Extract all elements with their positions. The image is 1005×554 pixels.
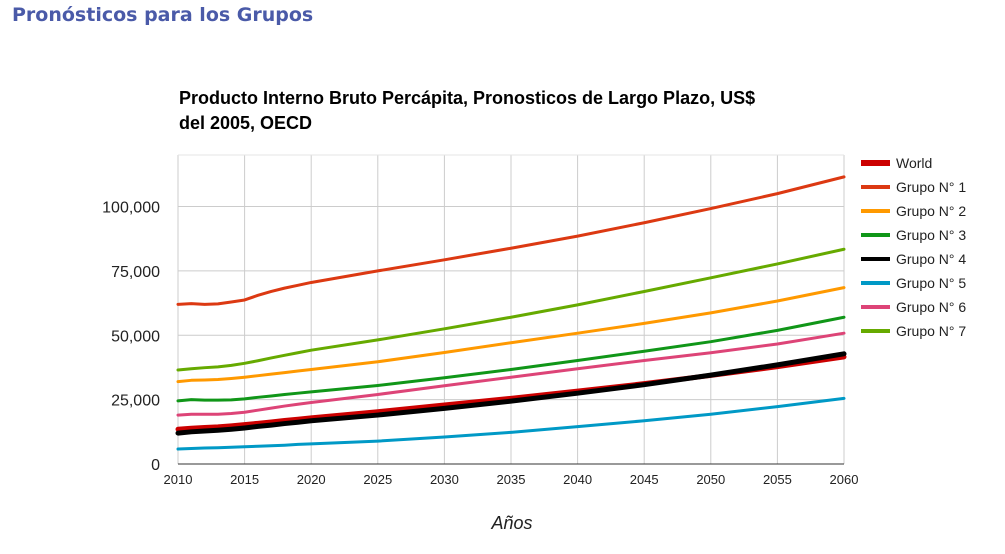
chart-title: Producto Interno Bruto Percápita, Pronos… <box>179 88 755 133</box>
legend-swatch <box>861 185 890 189</box>
legend-swatch <box>861 257 890 261</box>
y-axis-ticks: 0 25,000 50,000 75,000 100,000 <box>102 200 160 475</box>
series-line-grupo-n-5 <box>176 396 846 451</box>
legend-swatch <box>861 305 890 309</box>
y-tick-label: 0 <box>151 457 160 474</box>
legend-label: Grupo N° 4 <box>896 251 966 267</box>
legend-label: Grupo N° 7 <box>896 323 966 339</box>
x-axis-title: Años <box>490 513 532 533</box>
y-tick-label: 100,000 <box>102 200 160 217</box>
x-tick-label: 2020 <box>297 472 326 487</box>
x-tick-label: 2010 <box>164 472 193 487</box>
x-tick-label: 2045 <box>630 472 659 487</box>
chart-series <box>175 175 847 451</box>
legend-label: Grupo N° 6 <box>896 299 966 315</box>
chart-gridlines <box>177 154 845 465</box>
legend-swatch <box>861 329 890 333</box>
series-line-grupo-n-4 <box>175 351 847 436</box>
x-tick-label: 2025 <box>363 472 392 487</box>
legend-swatch <box>861 209 890 213</box>
series-line-grupo-n-7 <box>176 247 846 372</box>
legend-label: Grupo N° 3 <box>896 227 966 243</box>
y-tick-label: 50,000 <box>111 328 160 345</box>
series-line-grupo-n-6 <box>176 331 846 417</box>
x-tick-label: 2040 <box>563 472 592 487</box>
x-tick-label: 2055 <box>763 472 792 487</box>
series-line-grupo-n-2 <box>176 286 846 384</box>
y-tick-label: 25,000 <box>111 393 160 410</box>
legend-label: Grupo N° 2 <box>896 203 966 219</box>
x-tick-label: 2050 <box>696 472 725 487</box>
series-line-grupo-n-3 <box>176 315 846 403</box>
legend-label: Grupo N° 5 <box>896 275 966 291</box>
legend-label: Grupo N° 1 <box>896 179 966 195</box>
legend-swatch <box>861 281 890 285</box>
page-heading: Pronósticos para los Grupos <box>12 4 314 26</box>
series-line-grupo-n-1 <box>176 175 846 306</box>
legend-swatch <box>861 160 890 166</box>
chart-title-line: Producto Interno Bruto Percápita, Pronos… <box>179 88 755 108</box>
x-tick-label: 2015 <box>230 472 259 487</box>
x-tick-label: 2030 <box>430 472 459 487</box>
x-tick-label: 2035 <box>497 472 526 487</box>
x-tick-label: 2060 <box>830 472 859 487</box>
legend-label: World <box>896 155 932 171</box>
x-axis-ticks: 2010 2015 2020 2025 2030 2035 2040 2045 2050 2055… <box>164 472 859 487</box>
chart-legend: World Grupo N° 1 Grupo N° 2 Grupo N° 3 Grupo… <box>861 155 966 339</box>
chart-title-line: del 2005, OECD <box>179 113 312 133</box>
y-tick-label: 75,000 <box>111 264 160 281</box>
legend-swatch <box>861 233 890 237</box>
